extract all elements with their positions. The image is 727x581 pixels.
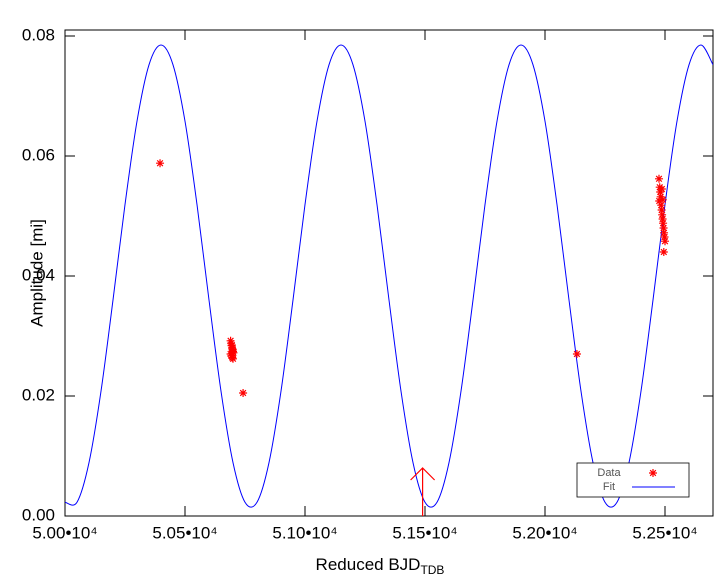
x-tick-label: 5.20•10⁴ [512,523,577,542]
data-point [655,197,664,205]
fit-line [65,44,713,508]
y-axis-title: Amplitude [mi] [27,219,46,327]
data-point [658,195,667,204]
data-point [655,174,663,183]
legend-swatch [649,469,657,477]
x-axis-title-sub: TDB [420,563,444,577]
data-point [659,248,668,256]
y-tick-label: 0.02 [22,385,55,404]
data-point [661,237,669,246]
data-point [658,215,667,223]
data-point [229,348,238,357]
upper-limit [410,467,436,516]
legend-label: Fit [603,481,615,493]
data-point [156,159,165,168]
x-tick-label: 5.25•10⁴ [632,523,697,542]
data-point [659,224,668,232]
data-point [659,219,668,228]
data-point [660,228,669,237]
y-tick-label: 0.04 [22,265,55,284]
x-axis-title-main: Reduced BJD [316,555,421,574]
data-point [572,350,581,358]
plot-frame [64,29,714,517]
y-tick-label: 0.00 [22,505,55,524]
data-point [657,185,666,193]
legend-box [576,462,690,498]
plot-area [65,44,713,516]
x-tick-label: 5.00•10⁴ [32,523,97,542]
x-tick-label: 5.15•10⁴ [392,523,457,542]
data-point [660,233,669,241]
x-tick-label: 5.10•10⁴ [272,523,337,542]
data-point [658,210,667,219]
data-point [228,345,237,354]
data-point [227,341,236,349]
data-point [229,354,237,363]
x-axis-title: Reduced BJDTDB [316,555,445,577]
data-point [239,389,248,397]
legend-label: Data [597,467,621,479]
x-tick-label: 5.05•10⁴ [152,523,217,542]
data-point [657,206,666,214]
data-point [226,350,235,358]
data-point [656,188,665,196]
data-point [657,201,666,210]
y-tick-label: 0.06 [22,145,55,164]
y-tick-label: 0.08 [22,25,55,44]
